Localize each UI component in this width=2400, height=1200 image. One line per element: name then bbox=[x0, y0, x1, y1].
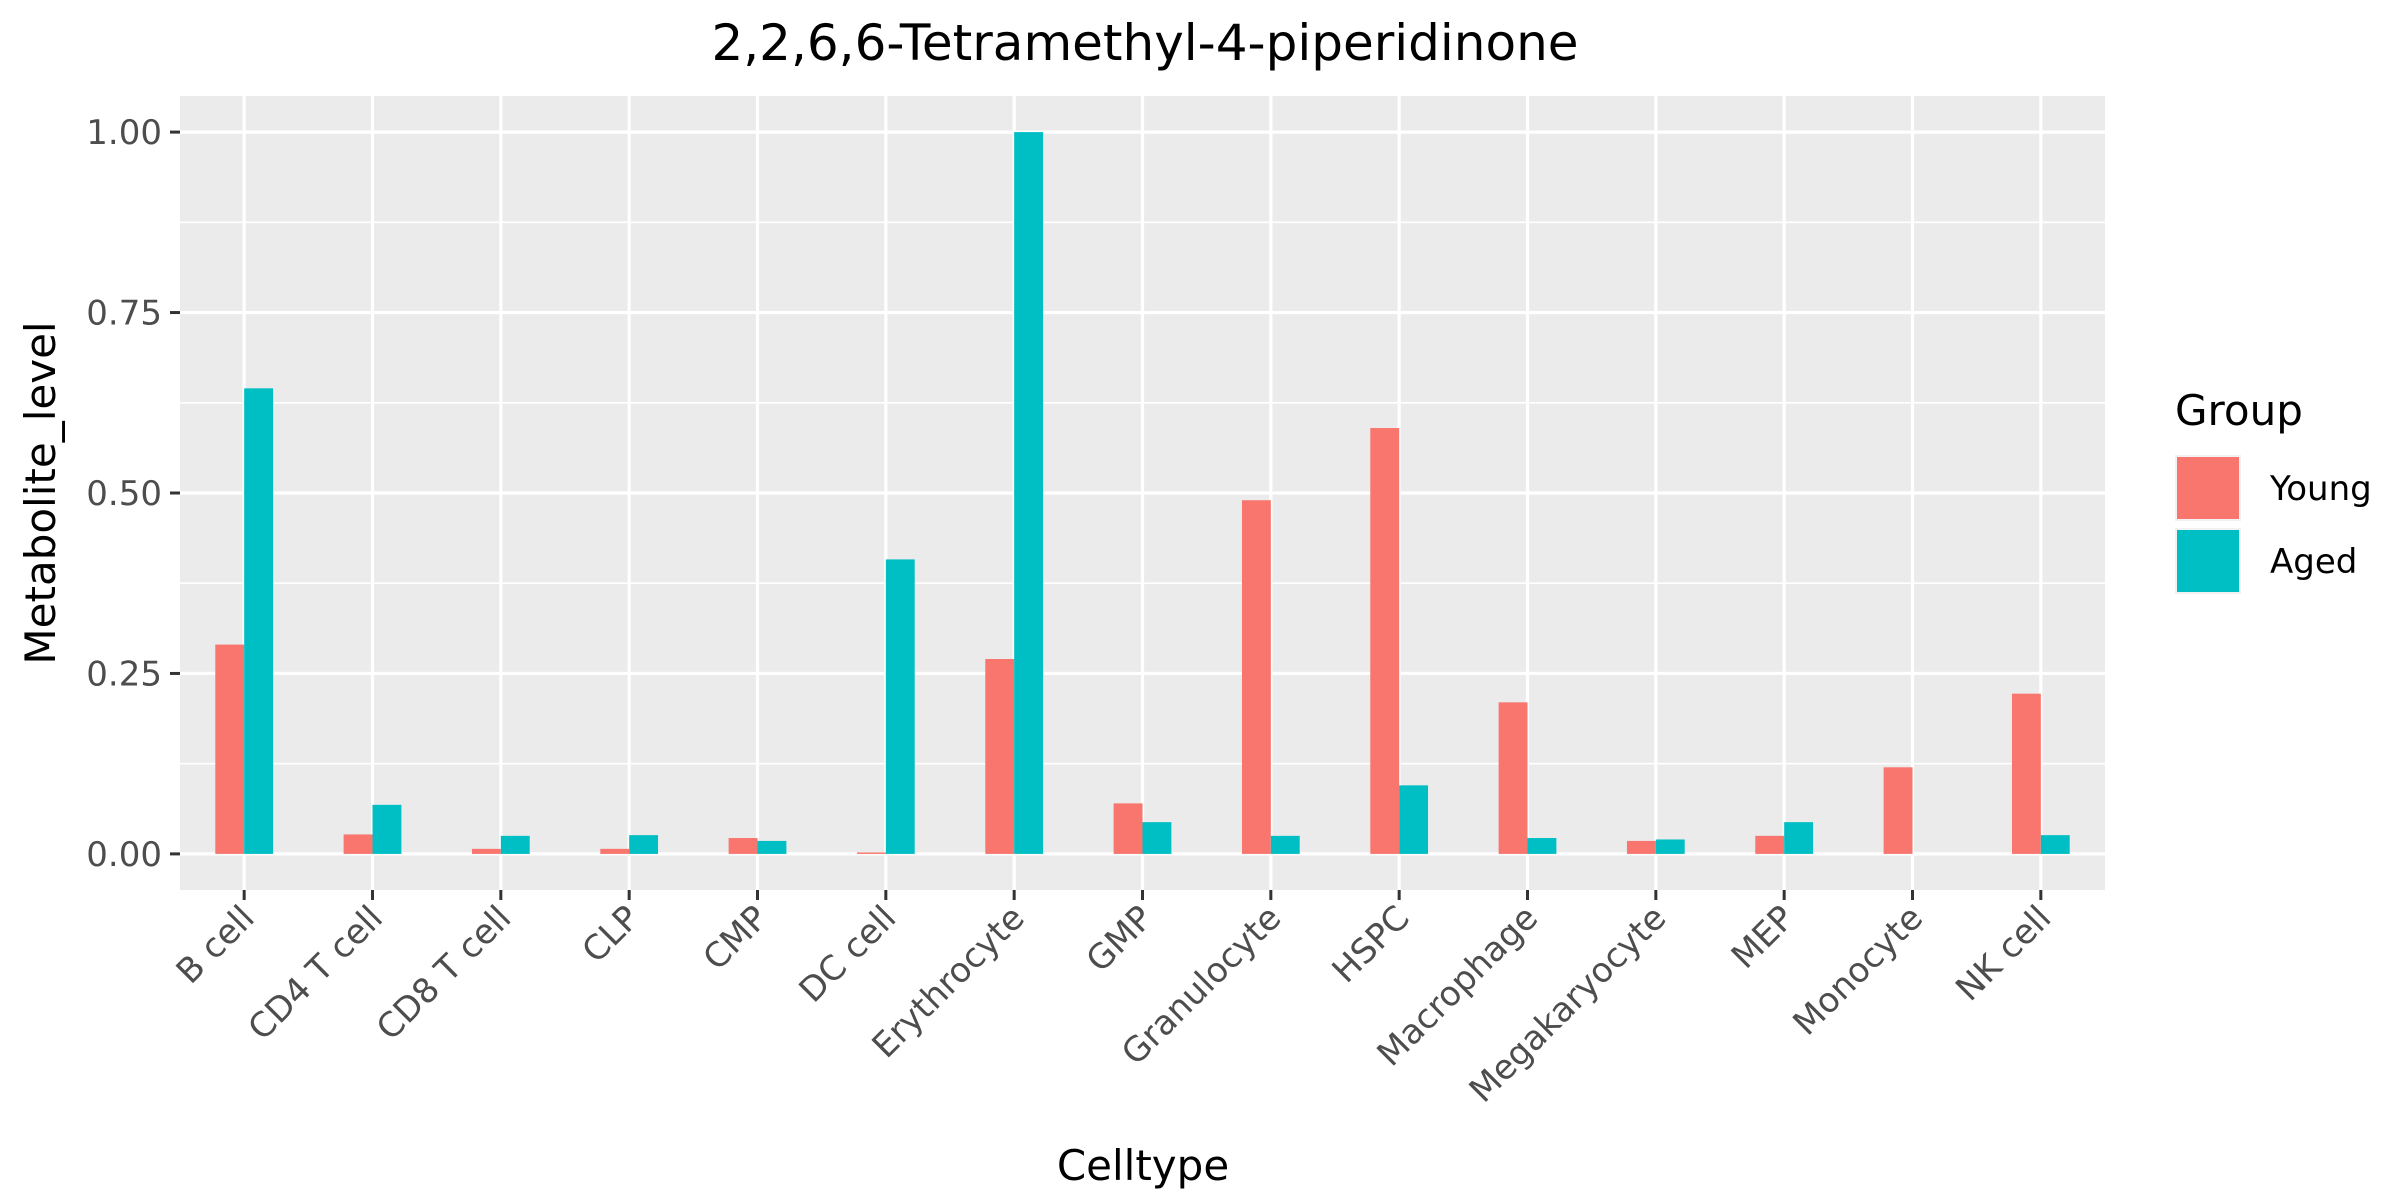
bar-aged-erythrocyte bbox=[1014, 132, 1044, 854]
x-tick-label: DC cell bbox=[792, 898, 905, 1011]
legend-label-young: Young bbox=[2269, 469, 2372, 509]
bar-young-cd8-t-cell bbox=[471, 848, 501, 854]
bar-young-nk-cell bbox=[2011, 693, 2041, 854]
legend-swatch-aged bbox=[2177, 530, 2239, 592]
legend-swatch-young bbox=[2177, 457, 2239, 519]
bar-aged-dc-cell bbox=[885, 559, 915, 854]
x-tick-label: GMP bbox=[1079, 898, 1161, 980]
bar-aged-hspc bbox=[1399, 785, 1429, 854]
x-tick-label: NK cell bbox=[1948, 898, 2059, 1009]
bar-aged-megakaryocyte bbox=[1655, 839, 1685, 854]
bar-aged-clp bbox=[629, 835, 659, 854]
bar-young-clp bbox=[600, 848, 630, 854]
bar-aged-cmp bbox=[757, 840, 787, 854]
x-tick-label: B cell bbox=[169, 898, 263, 992]
y-tick-label: 1.00 bbox=[86, 113, 162, 153]
x-axis-title: Celltype bbox=[1057, 1141, 1229, 1190]
x-tick-label: CLP bbox=[575, 898, 648, 971]
x-tick-label: Monocyte bbox=[1786, 898, 1931, 1043]
x-tick-label: CMP bbox=[696, 898, 776, 978]
bar-aged-b-cell bbox=[244, 388, 274, 854]
bar-young-monocyte bbox=[1883, 767, 1913, 854]
legend-label-aged: Aged bbox=[2270, 542, 2357, 582]
bar-young-macrophage bbox=[1498, 702, 1528, 854]
y-tick-label: 0.50 bbox=[86, 474, 162, 514]
bar-aged-nk-cell bbox=[2040, 835, 2070, 854]
x-tick-label: MEP bbox=[1724, 898, 1803, 977]
bar-young-dc-cell bbox=[856, 852, 886, 854]
bar-young-erythrocyte bbox=[985, 659, 1015, 854]
bar-young-gmp bbox=[1113, 803, 1143, 854]
bar-young-mep bbox=[1755, 835, 1785, 854]
bar-young-cmp bbox=[728, 838, 758, 854]
y-tick-label: 0.25 bbox=[86, 654, 162, 694]
y-tick-label: 0.00 bbox=[86, 835, 162, 875]
bar-aged-macrophage bbox=[1527, 838, 1557, 854]
y-axis-title: Metabolite_level bbox=[16, 321, 65, 664]
chart-title: 2,2,6,6-Tetramethyl-4-piperidinone bbox=[711, 14, 1578, 72]
bar-aged-gmp bbox=[1142, 822, 1172, 854]
x-tick-label: HSPC bbox=[1325, 898, 1418, 991]
bar-aged-cd4-t-cell bbox=[372, 804, 402, 854]
bar-aged-mep bbox=[1784, 822, 1814, 854]
legend-title: Group bbox=[2175, 386, 2303, 435]
x-tick-label: CD8 T cell bbox=[369, 898, 519, 1048]
legend: Group Young Aged bbox=[2175, 386, 2372, 594]
y-axis: 0.00 0.25 0.50 0.75 1.00 bbox=[86, 113, 180, 875]
y-tick-label: 0.75 bbox=[86, 294, 162, 334]
bar-young-hspc bbox=[1370, 428, 1400, 854]
bar-young-granulocyte bbox=[1241, 500, 1271, 854]
bar-aged-cd8-t-cell bbox=[500, 835, 530, 854]
bar-aged-granulocyte bbox=[1270, 835, 1300, 854]
bar-young-megakaryocyte bbox=[1626, 840, 1656, 854]
bar-series bbox=[215, 132, 2070, 854]
x-tick-label: CD4 T cell bbox=[241, 898, 391, 1048]
bar-young-cd4-t-cell bbox=[343, 834, 373, 854]
bar-young-b-cell bbox=[215, 644, 245, 854]
